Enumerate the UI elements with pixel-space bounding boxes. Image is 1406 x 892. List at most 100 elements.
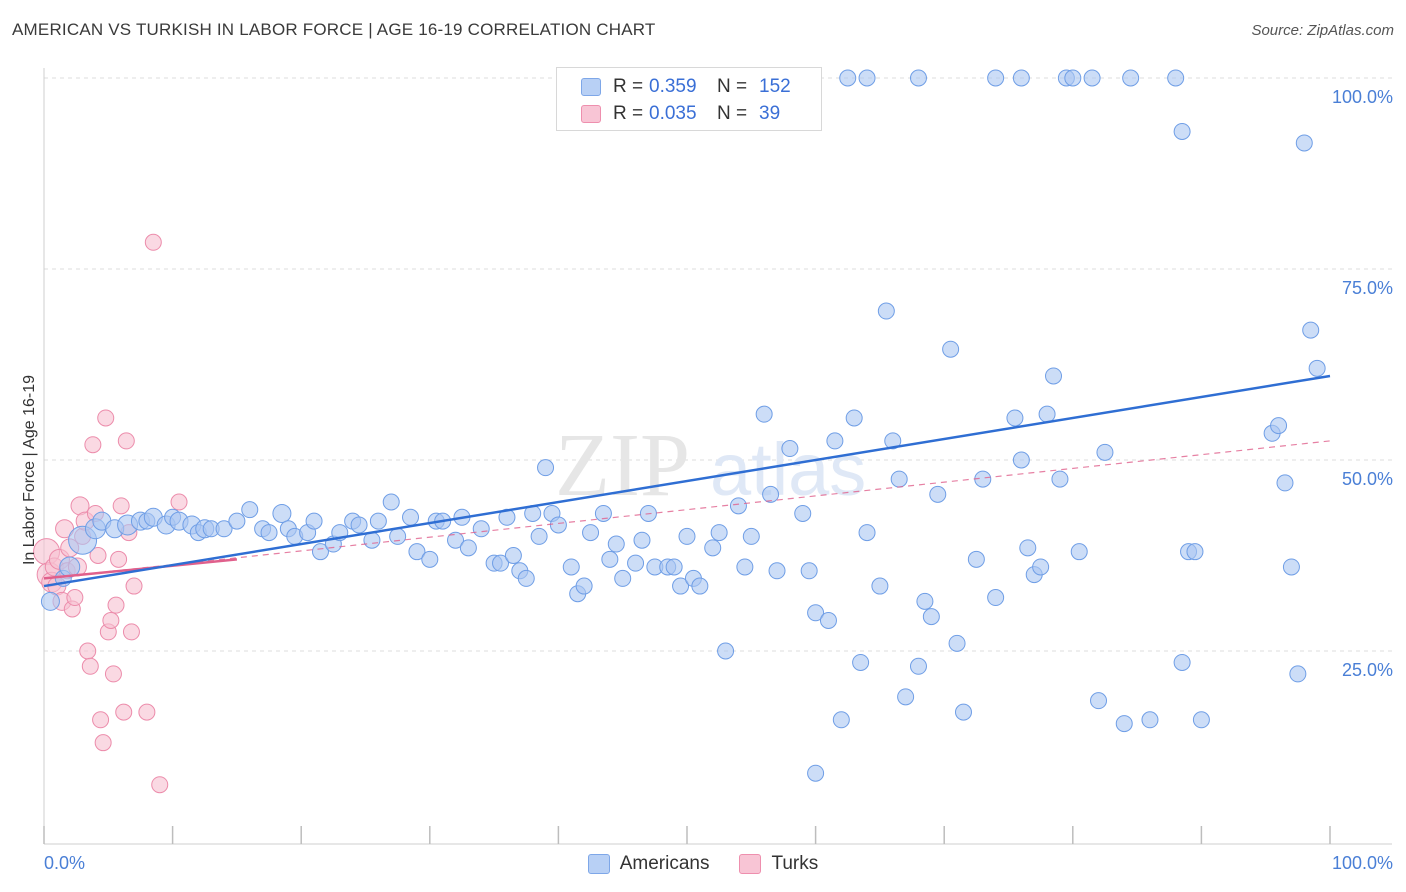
- americans-swatch: [587, 854, 610, 874]
- americans-swatch: [581, 78, 601, 96]
- americans-point: [710, 524, 728, 542]
- americans-point: [794, 504, 812, 522]
- americans-point: [1186, 543, 1204, 561]
- americans-point: [582, 524, 600, 542]
- americans-point: [1276, 474, 1294, 492]
- turks-point: [107, 596, 125, 614]
- americans-point: [350, 516, 368, 534]
- turks-point: [110, 550, 128, 568]
- americans-point: [858, 524, 876, 542]
- americans-point: [369, 512, 387, 530]
- americans-point: [1012, 451, 1030, 469]
- americans-point: [762, 485, 780, 503]
- americans-point: [807, 764, 825, 782]
- turks-point: [125, 577, 143, 595]
- americans-point: [768, 562, 786, 580]
- americans-point: [871, 577, 889, 595]
- americans-point: [781, 440, 799, 458]
- americans-point: [389, 527, 407, 545]
- americans-point: [1282, 558, 1300, 576]
- americans-point: [922, 608, 940, 626]
- americans-point: [877, 302, 895, 320]
- americans-point: [845, 409, 863, 427]
- americans-point: [1173, 122, 1191, 140]
- americans-point: [1295, 134, 1313, 152]
- y-axis-label: In Labor Force | Age 16-19: [21, 374, 38, 566]
- americans-point: [987, 589, 1005, 607]
- americans-point: [852, 653, 870, 671]
- legend-item-americans[interactable]: Americans: [587, 853, 710, 875]
- americans-point: [575, 577, 593, 595]
- americans-point: [1115, 715, 1133, 733]
- r-label: R =: [613, 76, 644, 97]
- turks-point: [151, 776, 169, 794]
- n-value: 39: [759, 103, 781, 124]
- turks-point: [144, 233, 162, 251]
- americans-point: [929, 485, 947, 503]
- americans-point: [272, 503, 292, 523]
- americans-point: [1019, 539, 1037, 557]
- americans-point: [530, 527, 548, 545]
- y-tick-label: 100.0%: [1332, 87, 1393, 107]
- americans-point: [311, 543, 329, 561]
- americans-point: [382, 493, 400, 511]
- turks-point: [138, 703, 156, 721]
- tick-labels: 25.0% 50.0% 75.0% 100.0% 0.0% 100.0%: [44, 87, 1393, 873]
- americans-point: [459, 539, 477, 557]
- americans-point: [890, 470, 908, 488]
- r-value: 0.035: [649, 103, 697, 124]
- grid-layer: [44, 77, 1394, 652]
- americans-point: [594, 504, 612, 522]
- americans-point: [447, 531, 465, 549]
- americans-point: [215, 520, 233, 538]
- r-value: 0.359: [649, 76, 697, 97]
- chart-title: AMERICAN VS TURKISH IN LABOR FORCE | AGE…: [12, 20, 656, 39]
- americans-point: [819, 611, 837, 629]
- stats-row-americans: R = 0.359 N = 152: [581, 74, 791, 100]
- turks-point: [102, 611, 120, 629]
- source-credit: Source: ZipAtlas.com: [1251, 22, 1394, 39]
- americans-point: [954, 703, 972, 721]
- series-legend: Americans Turks: [0, 850, 1406, 878]
- axes-layer: [43, 68, 1392, 845]
- americans-point: [1122, 69, 1140, 87]
- americans-point: [504, 547, 522, 564]
- americans-point: [1032, 558, 1050, 576]
- americans-point: [402, 508, 420, 526]
- turks-point: [55, 519, 75, 539]
- legend-label-americans: Americans: [619, 853, 710, 874]
- americans-point: [832, 711, 850, 729]
- americans-points: [40, 69, 1326, 782]
- turks-point: [170, 493, 188, 511]
- americans-point: [1270, 417, 1288, 435]
- americans-point: [1167, 69, 1185, 87]
- americans-point: [1083, 69, 1101, 87]
- americans-point: [672, 577, 690, 595]
- x-tick-label-start: 0.0%: [44, 853, 85, 873]
- americans-point: [897, 688, 915, 706]
- americans-point: [408, 543, 426, 561]
- legend-item-turks[interactable]: Turks: [739, 853, 818, 875]
- americans-point: [492, 554, 510, 572]
- americans-point: [704, 539, 722, 557]
- americans-point: [1289, 665, 1307, 683]
- r-label: R =: [613, 103, 644, 124]
- americans-point: [1012, 69, 1030, 87]
- stats-legend: R = 0.359 N = 152 R = 0.035 N = 39: [556, 67, 822, 131]
- turks-swatch: [581, 105, 601, 123]
- americans-point: [562, 558, 580, 576]
- americans-point: [1096, 443, 1114, 461]
- americans-point: [1051, 470, 1069, 488]
- americans-point: [228, 512, 246, 530]
- americans-point: [884, 432, 902, 450]
- americans-point: [942, 340, 960, 358]
- americans-point: [839, 69, 857, 87]
- americans-point: [633, 531, 651, 549]
- americans-point: [1192, 711, 1210, 729]
- americans-point: [627, 554, 645, 572]
- americans-point: [260, 524, 278, 542]
- americans-point: [1006, 409, 1024, 427]
- turks-point: [115, 703, 133, 721]
- n-label: N =: [717, 103, 748, 124]
